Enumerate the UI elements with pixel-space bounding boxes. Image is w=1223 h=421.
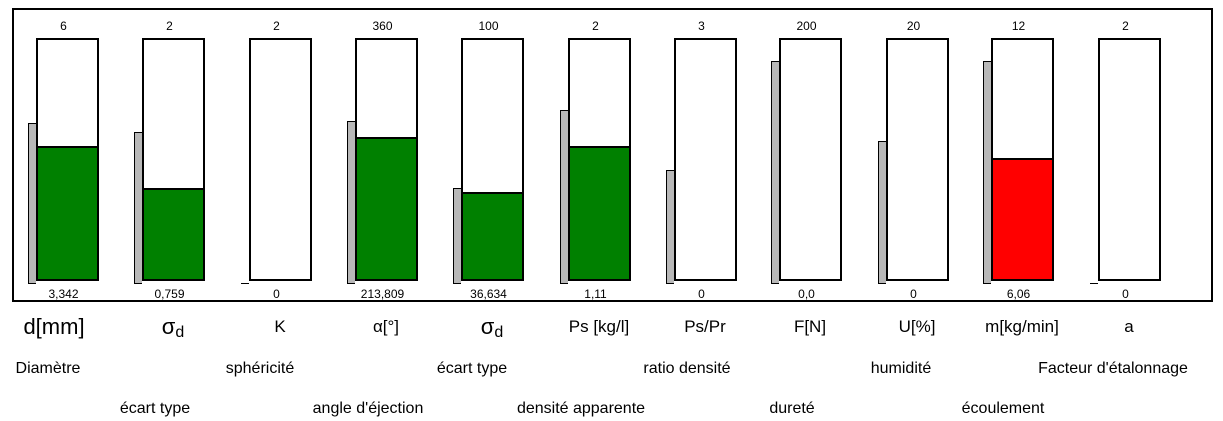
gauge-description: écart type <box>436 360 508 377</box>
gauge-description: Facteur d'étalonnage <box>1038 360 1188 377</box>
gauge-symbol: d[mm] <box>23 314 85 339</box>
gauge-symbol: Ps/Pr <box>684 317 726 336</box>
gauge-limit-marker <box>878 141 886 284</box>
gauge-description: sphéricité <box>225 360 295 377</box>
gauge-limit-marker <box>347 121 355 284</box>
gauge-fill <box>357 137 416 279</box>
gauge-column: 2 0,759 <box>134 10 205 304</box>
gauge-max-value: 6 <box>60 19 67 33</box>
gauge-bar <box>461 38 524 281</box>
gauge-limit-marker <box>134 132 142 284</box>
gauge-bar <box>886 38 949 281</box>
sigma-subscript: d <box>175 324 185 341</box>
gauge-limit-marker <box>1090 283 1098 284</box>
gauge-current-value: 6,06 <box>1006 287 1031 301</box>
gauge-current-value: 0 <box>698 287 705 301</box>
gauge-description: angle d'éjection <box>312 400 424 417</box>
gauge-fill <box>463 192 522 279</box>
sigma-symbol: σ <box>161 314 176 339</box>
gauge-current-value: 0 <box>273 287 280 301</box>
gauge-bar <box>779 38 842 281</box>
gauge-column: 12 6,06 <box>983 10 1054 304</box>
gauge-symbol: a <box>1124 317 1134 336</box>
gauge-symbol: σd <box>118 314 228 342</box>
gauge-current-value: 0,0 <box>798 287 815 301</box>
gauge-description: écart type <box>119 400 191 417</box>
gauge-limit-marker <box>241 283 249 284</box>
gauge-max-value: 360 <box>372 19 393 33</box>
gauge-limit-marker <box>28 123 36 284</box>
gauge-symbol: K <box>274 317 286 336</box>
gauge-column: 100 36,634 <box>453 10 524 304</box>
gauge-fill <box>38 146 97 279</box>
gauge-bar <box>249 38 312 281</box>
gauge-current-value: 1,11 <box>584 287 607 301</box>
gauge-description: Diamètre <box>15 360 81 377</box>
gauge-column: 6 3,342 <box>28 10 99 304</box>
gauge-column: 20 0 <box>878 10 949 304</box>
gauge-column: 200 0,0 <box>771 10 842 304</box>
gauge-max-value: 2 <box>592 19 599 33</box>
gauge-fill <box>570 146 629 279</box>
gauge-max-value: 3 <box>698 19 705 33</box>
sigma-symbol: σ <box>480 314 495 339</box>
gauge-description: écoulement <box>961 400 1045 417</box>
gauge-bar <box>568 38 631 281</box>
gauge-column: 2 1,11 <box>560 10 631 304</box>
gauge-symbol: σd <box>437 314 547 342</box>
gauge-symbol: α[°] <box>372 317 400 336</box>
gauge-bar <box>674 38 737 281</box>
sigma-subscript: d <box>494 324 504 341</box>
gauge-bar <box>355 38 418 281</box>
gauge-description: dureté <box>769 400 815 417</box>
gauge-symbol: Ps [kg/l] <box>568 317 630 336</box>
gauge-max-value: 100 <box>478 19 499 33</box>
gauge-max-value: 12 <box>1011 19 1026 33</box>
gauge-bar <box>991 38 1054 281</box>
gauge-max-value: 2 <box>166 19 173 33</box>
gauge-column: 360 213,809 <box>347 10 418 304</box>
gauge-fill <box>144 188 203 279</box>
gauge-panel: 6 3,342 2 0,759 2 0 360 213,809 100 36,634 2 1,11 3 0… <box>12 8 1213 302</box>
gauge-current-value: 213,809 <box>360 287 405 301</box>
gauge-current-value: 0 <box>1122 287 1129 301</box>
gauge-symbol: U[%] <box>898 317 936 336</box>
gauge-limit-marker <box>560 110 568 284</box>
gauge-limit-marker <box>666 170 674 284</box>
gauge-current-value: 36,634 <box>470 287 507 301</box>
gauge-description: ratio densité <box>643 360 731 377</box>
gauge-symbol: F[N] <box>793 317 827 336</box>
gauge-symbol: m[kg/min] <box>985 317 1059 336</box>
gauge-max-value: 2 <box>273 19 280 33</box>
gauge-bar <box>142 38 205 281</box>
gauge-limit-marker <box>983 61 991 284</box>
gauge-description: densité apparente <box>516 400 646 417</box>
gauge-bar <box>1098 38 1161 281</box>
gauge-max-value: 20 <box>906 19 921 33</box>
gauge-fill <box>993 158 1052 279</box>
gauge-bar <box>36 38 99 281</box>
gauge-limit-marker <box>453 188 461 284</box>
gauge-description: humidité <box>870 360 932 377</box>
gauge-max-value: 2 <box>1122 19 1129 33</box>
gauge-limit-marker <box>771 61 779 284</box>
gauge-current-value: 0 <box>910 287 917 301</box>
gauge-current-value: 0,759 <box>154 287 185 301</box>
gauge-max-value: 200 <box>796 19 817 33</box>
gauge-current-value: 3,342 <box>48 287 79 301</box>
